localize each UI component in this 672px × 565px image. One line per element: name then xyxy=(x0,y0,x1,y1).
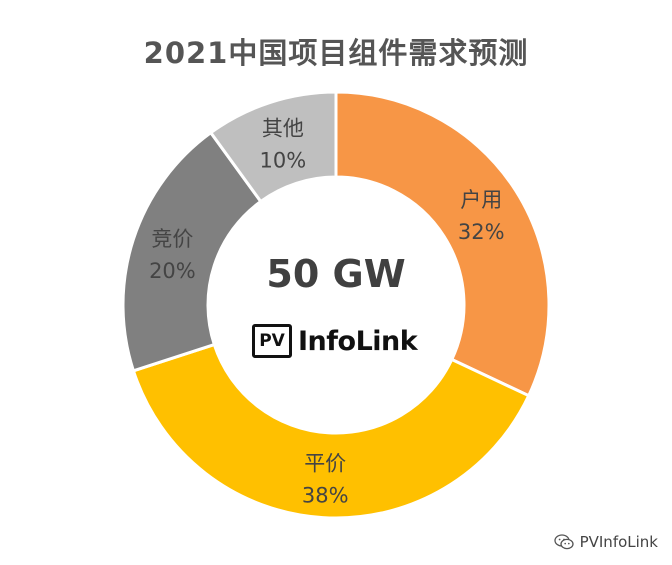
slice-name-label: 户用 xyxy=(460,188,502,212)
slice-name-label: 竞价 xyxy=(151,227,193,251)
brand-name: InfoLink xyxy=(298,325,418,357)
pv-infolink-logo: PV InfoLink xyxy=(252,320,418,362)
slice-value-label: 10% xyxy=(260,148,307,172)
wechat-icon xyxy=(553,534,574,550)
pv-logo-box: PV xyxy=(252,324,292,358)
slice-0 xyxy=(334,90,551,398)
center-total-value: 50 GW xyxy=(266,252,406,296)
slice-value-label: 32% xyxy=(458,220,505,244)
donut-slices xyxy=(121,90,551,520)
slice-value-label: 20% xyxy=(149,259,196,283)
slice-value-label: 38% xyxy=(302,484,349,508)
watermark: PVInfoLink xyxy=(553,533,658,551)
slice-2 xyxy=(121,130,263,373)
slice-1 xyxy=(131,342,531,520)
slice-name-label: 平价 xyxy=(304,452,346,476)
chart-title: 2021中国项目组件需求预测 xyxy=(143,36,529,70)
slice-labels: 户用 32% 平价 38% 竞价 20% 其他 10% xyxy=(149,116,504,507)
watermark-text: PVInfoLink xyxy=(579,533,658,551)
slice-3 xyxy=(208,90,338,204)
slice-name-label: 其他 xyxy=(262,116,304,140)
